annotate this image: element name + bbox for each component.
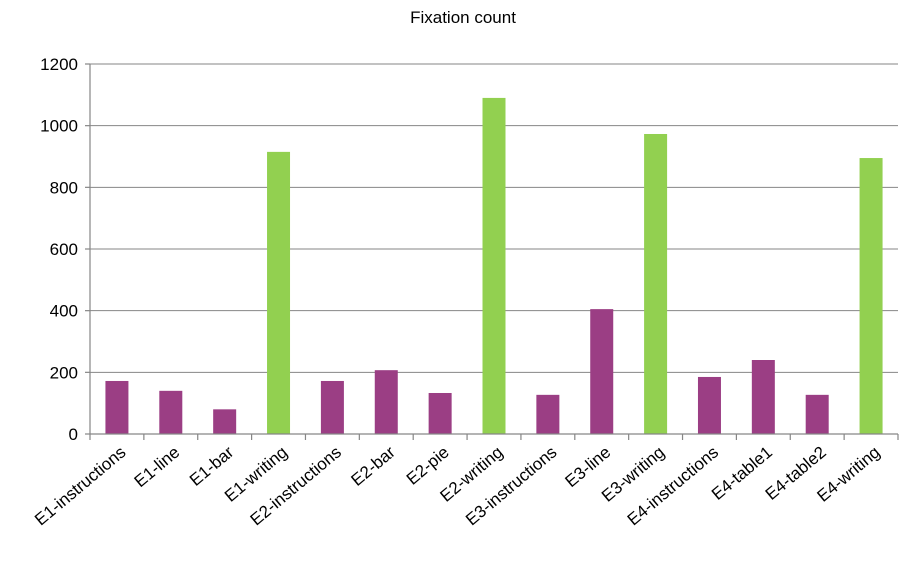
axes <box>85 63 899 440</box>
x-tick-label: E2-pie <box>403 443 453 489</box>
bar-e2-pie <box>428 392 452 434</box>
bar-e3-writing <box>644 133 668 434</box>
bar-e2-bar <box>374 370 398 434</box>
bars <box>105 97 883 435</box>
x-tick-label: E2-bar <box>348 442 400 490</box>
x-tick-label: E4-instructions <box>624 443 722 530</box>
x-tick-label: E1-line <box>131 443 184 492</box>
x-axis-tick-labels: E1-instructions E1-line E1-barE1-writingE2… <box>31 442 883 529</box>
bar-e1-writing <box>267 151 291 434</box>
x-tick-label: E1-instructions <box>31 443 129 530</box>
y-tick-label: 400 <box>50 302 78 321</box>
bar-e4-table2 <box>805 394 829 434</box>
bar-e2-instructions <box>320 380 344 434</box>
y-tick-label: 1000 <box>40 117 78 136</box>
y-tick-label: 800 <box>50 178 78 197</box>
bar-e4-writing <box>859 158 883 434</box>
y-tick-label: 1200 <box>40 55 78 74</box>
bar-e3-line <box>590 309 614 434</box>
y-tick-label: 200 <box>50 363 78 382</box>
bar-e4-table1 <box>751 360 775 434</box>
y-tick-label: 600 <box>50 240 78 259</box>
bar-e3-instructions <box>536 394 560 434</box>
x-tick-label: E2-instructions <box>247 443 345 530</box>
bar-e2-writing <box>482 97 506 435</box>
y-tick-label: 0 <box>69 425 78 444</box>
bar-e1-bar <box>213 409 237 434</box>
x-tick-label: E3-instructions <box>462 443 560 530</box>
bar-e1-line <box>159 390 183 434</box>
bar-e1-instructions <box>105 380 129 434</box>
bar-e4-instructions <box>697 376 721 434</box>
y-axis-tick-labels: 0 200 400 600 800 1000 1200 <box>40 55 78 444</box>
chart-title: Fixation count <box>410 8 516 27</box>
